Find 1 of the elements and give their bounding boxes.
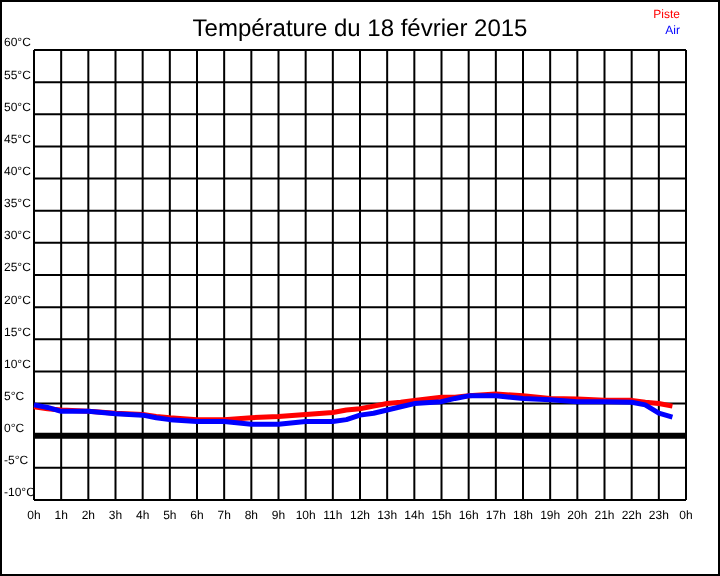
chart-title: Température du 18 février 2015 [192,14,529,42]
